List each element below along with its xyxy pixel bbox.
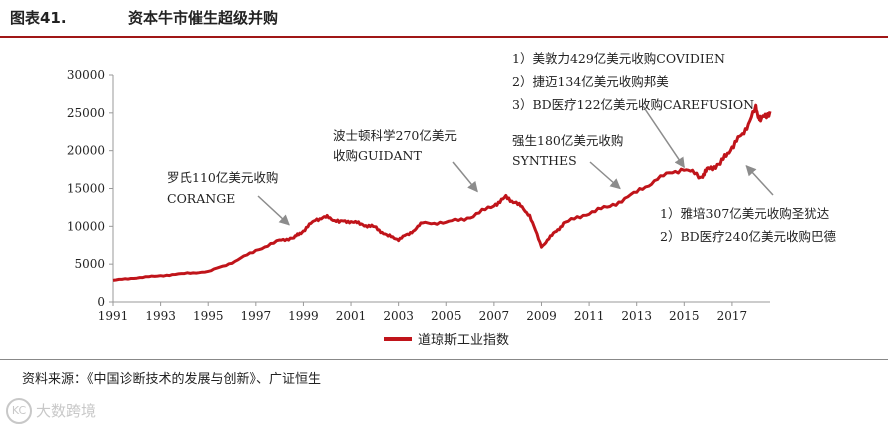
annotation-text: 波士顿科学270亿美元 [333,128,457,143]
annotation-text: 2）捷迈134亿美元收购邦美 [512,74,669,89]
annotation-text: CORANGE [167,191,235,206]
source-note: 资料来源：《中国诊断技术的发展与创新》、广证恒生 [22,372,322,387]
annotation-arrow [589,161,621,190]
x-tick-label: 2017 [717,309,748,323]
x-tick-label: 1993 [145,309,176,323]
x-tick-label: 2003 [383,309,414,323]
x-tick-label: 2005 [431,309,462,323]
y-tick-label: 5000 [74,257,105,271]
series-line [112,103,772,282]
annotation-arrow [257,195,290,226]
x-tick-label: 2013 [621,309,652,323]
annotation-text: 罗氏110亿美元收购 [167,170,278,185]
y-tick-label: 20000 [67,144,105,158]
watermark-text: 大数跨境 [36,402,97,420]
annotation-arrow [745,165,774,196]
annotation-text: 强生180亿美元收购 [512,133,623,148]
x-tick-label: 2011 [574,309,605,323]
annotation-text: 2）BD医疗240亿美元收购巴德 [660,229,837,244]
x-tick-label: 1991 [98,309,129,323]
y-tick-label: 10000 [67,219,105,233]
annotation-text: 收购GUIDANT [333,148,422,163]
annotation-text: SYNTHES [512,153,577,168]
annotation-text: 1）美敦力429亿美元收购COVIDIEN [512,51,725,66]
y-tick-label: 0 [97,295,105,309]
x-tick-label: 1995 [193,309,224,323]
legend-label: 道琼斯工业指数 [418,333,509,348]
y-tick-label: 25000 [67,106,105,120]
figure-number: 图表41. [10,9,67,27]
y-tick-label: 30000 [67,68,105,82]
x-tick-label: 2007 [479,309,510,323]
annotation-arrow [642,105,685,169]
annotation-text: 3）BD医疗122亿美元收购CAREFUSION [512,97,754,112]
chart: 0 5000 10000 15000 20000 25000 30000 1991 1993 19… [67,51,837,348]
figure-header: 图表41. 资本牛市催生超级并购 [0,0,888,38]
annotation-arrow [452,161,478,193]
x-tick-label: 2001 [336,309,367,323]
figure-title: 资本牛市催生超级并购 [128,9,279,27]
annotation-text: 1）雅培307亿美元收购圣犹达 [660,206,830,221]
x-tick-label: 2009 [526,309,557,323]
x-tick-label: 1999 [288,309,319,323]
source-divider [0,359,888,360]
watermark-logo-icon: KC [6,398,32,424]
x-tick-label: 2015 [669,309,700,323]
x-tick-label: 1997 [241,309,272,323]
y-tick-label: 15000 [67,182,105,196]
